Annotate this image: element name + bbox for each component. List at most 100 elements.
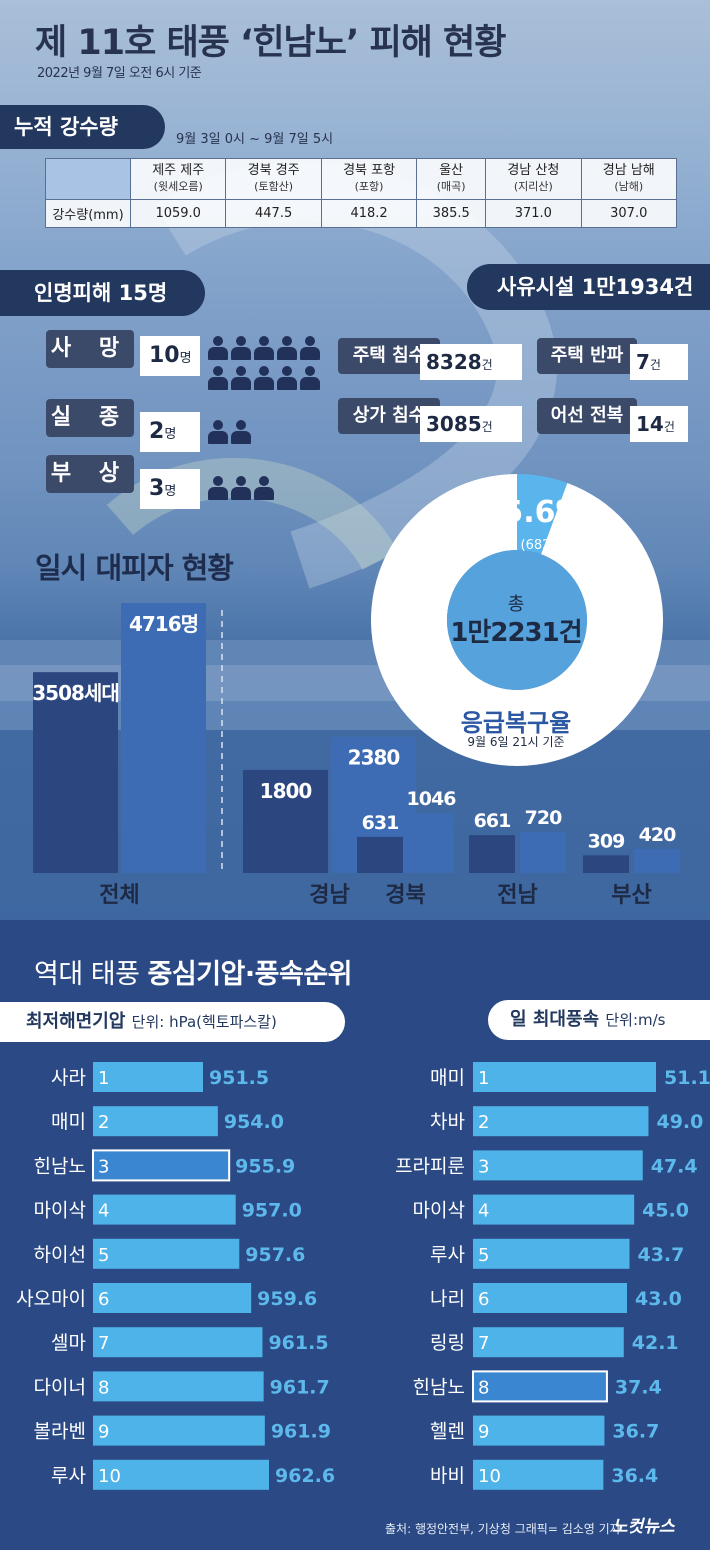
evac-bar — [408, 813, 454, 873]
rainfall-col-header: 울산 (매곡) — [416, 158, 487, 200]
person-icon — [208, 366, 228, 390]
person-icon — [208, 336, 228, 360]
pressure-typhoon-name: 다이너 — [34, 1376, 86, 1398]
casualties-header: 인명피해 15명 — [0, 270, 205, 316]
pressure-typhoon-name: 셀마 — [51, 1332, 86, 1354]
wind-rank: 10 — [478, 1466, 501, 1487]
wind-rank: 3 — [478, 1156, 489, 1177]
pressure-rank: 2 — [98, 1112, 109, 1133]
donut-note: 9월 6일 21시 기준 — [467, 735, 565, 749]
wind-title: 일 최대풍속 — [510, 1009, 600, 1030]
page-subtitle: 2022년 9월 7일 오전 6시 기준 — [37, 66, 202, 81]
person-icon — [254, 336, 274, 360]
pressure-bar — [93, 1415, 265, 1446]
person-icon — [254, 366, 274, 390]
person-icon — [277, 336, 297, 360]
evac-bar — [243, 769, 328, 873]
wind-unit: 단위:m/s — [605, 1011, 666, 1029]
evac-category-label: 부산 — [611, 883, 651, 908]
wind-header: 일 최대풍속 단위:m/s — [488, 1000, 710, 1040]
pressure-typhoon-name: 마이삭 — [34, 1200, 86, 1222]
pressure-typhoon-name: 힌남노 — [34, 1155, 86, 1177]
facility-value-house-flood: 8328건 — [420, 344, 522, 380]
evac-value-label: 2380 — [348, 746, 400, 770]
pressure-rank: 4 — [98, 1201, 109, 1222]
evac-bar — [469, 835, 515, 873]
wind-value: 37.4 — [615, 1376, 662, 1398]
wind-bar — [473, 1150, 643, 1181]
donut-count-label: (682건) — [520, 538, 568, 553]
section2-title-bold: 중심기압·풍속순위 — [147, 959, 353, 990]
wind-bar — [473, 1459, 604, 1490]
wind-rank: 4 — [478, 1201, 489, 1222]
donut-center — [447, 550, 587, 690]
page-title: 제 11호 태풍 ‘힌남노’ 피해 현황 — [35, 23, 506, 63]
wind-value: 45.0 — [642, 1200, 689, 1222]
evac-bar — [357, 836, 403, 873]
casualty-label-missing: 실 종 — [46, 399, 134, 437]
evac-value-label: 1046 — [407, 788, 457, 810]
wind-typhoon-name: 힌남노 — [413, 1376, 465, 1398]
person-icon — [300, 336, 320, 360]
pressure-rank: 5 — [98, 1245, 109, 1266]
evac-bar — [33, 672, 118, 873]
wind-typhoon-name: 링링 — [430, 1332, 465, 1354]
pressure-bar — [93, 1371, 264, 1402]
wind-typhoon-name: 프라피룬 — [395, 1155, 465, 1177]
wind-rank: 7 — [478, 1333, 489, 1354]
wind-bar — [473, 1062, 656, 1092]
casualty-value-death: 10명 — [140, 336, 200, 376]
wind-value: 47.4 — [651, 1155, 698, 1177]
evacuation-title-text: 일시 대피자 현황 — [35, 551, 234, 585]
wind-rank: 6 — [478, 1289, 489, 1310]
facilities-header: 사유시설 1만1934건 — [467, 264, 710, 310]
pressure-value: 959.6 — [257, 1288, 317, 1310]
wind-value: 36.7 — [612, 1421, 659, 1443]
wind-rank: 1 — [478, 1068, 489, 1089]
evac-value-label: 3508세대 — [32, 681, 118, 705]
pressure-typhoon-name: 사라 — [51, 1067, 86, 1089]
recovery-donut-chart — [447, 474, 587, 690]
facility-label-house-damage: 주택 반파 — [537, 338, 637, 374]
wind-bar — [473, 1415, 605, 1446]
section2-title: 역대 태풍 중심기압·풍속순위 — [34, 952, 353, 991]
pressure-value: 962.6 — [275, 1465, 335, 1487]
wind-bar — [473, 1283, 627, 1313]
nocut-news-logo: 노컷뉴스 — [612, 1517, 675, 1537]
pressure-rank: 1 — [98, 1068, 109, 1089]
pressure-value: 951.5 — [209, 1067, 269, 1089]
rainfall-col-header: 경남 남해 (남해) — [580, 158, 678, 200]
person-icon — [231, 476, 251, 500]
wind-typhoon-name: 차바 — [430, 1111, 465, 1133]
evac-value-label: 1800 — [260, 779, 312, 803]
pressure-bar — [93, 1327, 263, 1358]
person-icon — [277, 366, 297, 390]
evac-category-label: 전체 — [99, 883, 139, 908]
rainfall-value: 307.0 — [580, 199, 678, 228]
pressure-rank: 8 — [98, 1377, 109, 1398]
donut-title: 응급복구율 — [460, 709, 572, 737]
wind-bar — [473, 1106, 649, 1137]
pressure-bar — [93, 1194, 236, 1225]
casualty-label-injured: 부 상 — [46, 455, 134, 493]
wind-value: 36.4 — [611, 1465, 658, 1487]
person-icon — [300, 366, 320, 390]
pressure-rank: 10 — [98, 1466, 121, 1487]
pressure-rank: 7 — [98, 1333, 109, 1354]
wind-bar — [473, 1194, 635, 1225]
wind-typhoon-name: 루사 — [430, 1244, 465, 1266]
rainfall-value-row: 강수량(mm) 1059.0 447.5 418.2 385.5 371.0 3… — [45, 199, 678, 228]
donut-total-prefix: 총 — [507, 594, 525, 615]
wind-bar — [473, 1327, 624, 1358]
pressure-unit: 단위: hPa(헥토파스칼) — [131, 1013, 277, 1031]
pressure-value: 961.7 — [270, 1376, 330, 1398]
wind-rank: 8 — [478, 1377, 489, 1398]
person-icon — [208, 420, 228, 444]
person-icon — [231, 420, 251, 444]
wind-value: 43.0 — [635, 1288, 682, 1310]
pressure-typhoon-name: 볼라벤 — [34, 1421, 86, 1443]
person-icon — [208, 476, 228, 500]
donut-pct-label: 5.6% — [502, 495, 586, 530]
